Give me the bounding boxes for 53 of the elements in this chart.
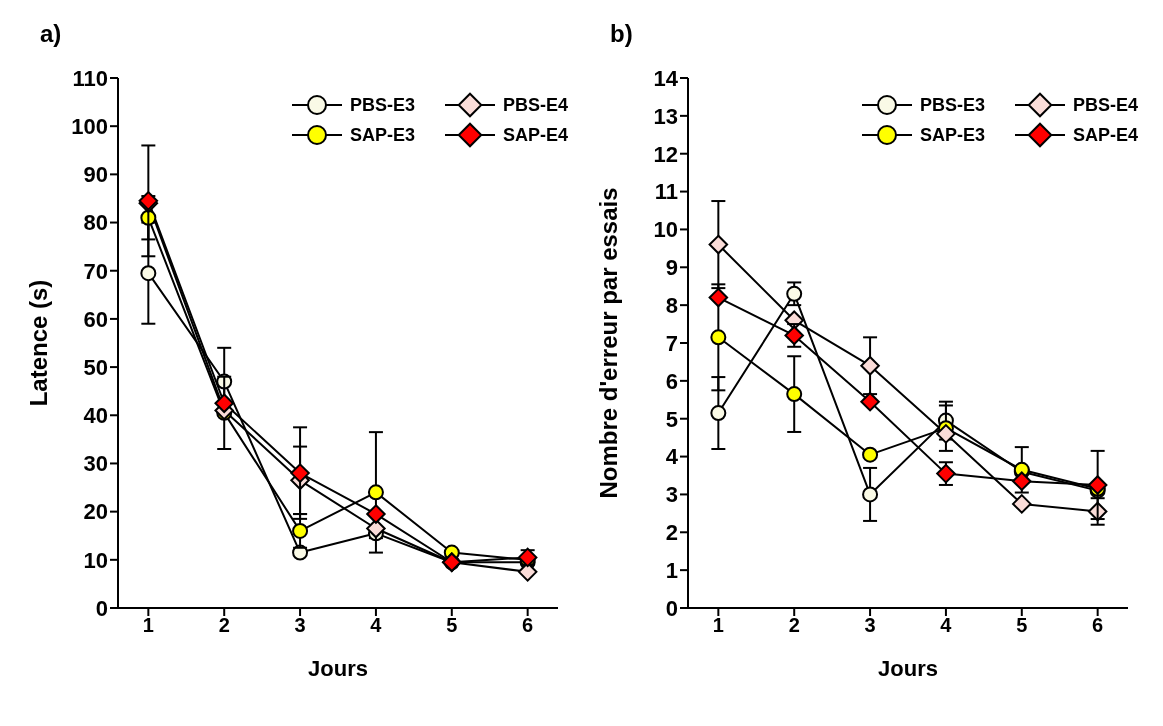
legend-label: SAP-E4 (502, 124, 568, 146)
y-tick-label: 2 (665, 520, 678, 546)
y-tick-label: 90 (83, 162, 108, 188)
x-tick-label: 5 (1016, 614, 1028, 637)
y-axis-title: Latence (s) (24, 279, 52, 407)
legend-label: SAP-E4 (1072, 124, 1138, 146)
y-tick-label: 100 (71, 113, 108, 139)
y-tick-label: 30 (83, 451, 108, 477)
x-tick-label: 2 (788, 614, 800, 637)
legend-label: PBS-E4 (502, 94, 568, 116)
x-axis-title: Jours (878, 656, 938, 681)
y-tick-label: 11 (654, 179, 678, 205)
chart-title: a) (40, 20, 62, 48)
y-tick-label: 0 (95, 595, 108, 621)
y-tick-label: 14 (653, 65, 679, 91)
x-tick-label: 3 (864, 614, 876, 637)
legend-label: PBS-E3 (349, 94, 415, 116)
y-tick-label: 10 (653, 217, 678, 243)
y-tick-label: 50 (83, 354, 108, 380)
x-tick-label: 3 (294, 614, 306, 637)
x-tick-label: 1 (712, 614, 724, 637)
x-tick-label: 6 (522, 614, 534, 637)
legend-label: SAP-E3 (919, 124, 985, 146)
legend-label: PBS-E3 (919, 94, 985, 116)
y-tick-label: 10 (83, 547, 108, 573)
x-tick-label: 1 (142, 614, 154, 637)
y-tick-label: 4 (665, 444, 679, 470)
legend-label: PBS-E4 (1072, 94, 1138, 116)
y-axis-title: Nombre d'erreur par essais (594, 187, 622, 499)
y-tick-label: 20 (83, 499, 108, 525)
legend-label: SAP-E3 (349, 124, 415, 146)
y-tick-label: 6 (665, 368, 678, 394)
y-tick-label: 60 (83, 306, 108, 332)
y-tick-label: 0 (665, 595, 678, 621)
x-tick-label: 5 (446, 614, 458, 637)
y-tick-label: 8 (665, 292, 678, 318)
y-tick-label: 3 (665, 482, 678, 508)
y-tick-label: 40 (83, 403, 108, 429)
y-tick-label: 9 (665, 255, 678, 281)
y-tick-label: 12 (653, 141, 678, 167)
x-tick-label: 4 (370, 614, 383, 637)
x-tick-label: 6 (1092, 614, 1104, 637)
y-tick-label: 70 (83, 258, 108, 284)
x-tick-label: 4 (940, 614, 953, 637)
y-tick-label: 13 (653, 103, 678, 129)
y-tick-label: 7 (665, 330, 678, 356)
y-tick-label: 110 (72, 65, 108, 91)
x-axis-title: Jours (308, 656, 368, 681)
x-tick-label: 2 (218, 614, 230, 637)
y-tick-label: 80 (83, 210, 108, 236)
y-tick-label: 5 (665, 406, 678, 432)
chart-title: b) (610, 20, 633, 48)
y-tick-label: 1 (665, 557, 678, 583)
